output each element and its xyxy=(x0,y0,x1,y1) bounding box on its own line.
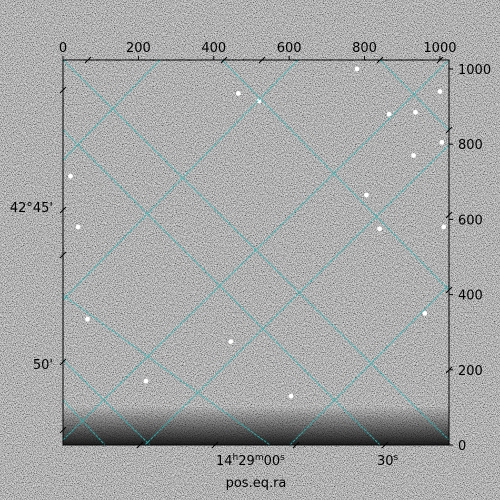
right-tick-label: 0 xyxy=(458,439,466,454)
right-tick-label: 600 xyxy=(458,213,483,228)
wcs-grid-line xyxy=(63,60,449,441)
top-tick-label: 600 xyxy=(277,41,302,56)
world-tick-mark xyxy=(445,126,453,134)
top-tick-label: 1000 xyxy=(423,41,456,56)
wcs-grid-line xyxy=(289,284,449,445)
bright-source xyxy=(411,153,416,158)
wcs-grid-line xyxy=(63,60,161,161)
wcs-grid-line xyxy=(63,129,381,445)
right-tick-label: 400 xyxy=(458,289,483,304)
ra-seconds: 00 xyxy=(264,454,281,469)
plot-frame xyxy=(62,59,450,446)
world-tick-mark xyxy=(84,56,92,64)
bright-source xyxy=(441,224,447,230)
world-tick-mark xyxy=(59,358,67,366)
ra-tick-label-30s: 30s xyxy=(377,453,399,469)
bright-source xyxy=(422,311,428,316)
bright-source xyxy=(386,111,392,117)
top-tick-label: 0 xyxy=(59,41,67,56)
world-tick-mark xyxy=(59,426,67,434)
world-tick-mark xyxy=(59,86,67,94)
ra-tick-label-main: 14h29m00s xyxy=(216,453,285,469)
world-ticks xyxy=(59,56,453,449)
world-tick-mark xyxy=(445,366,453,374)
right-tick-label: 1000 xyxy=(458,63,491,78)
image-area xyxy=(63,60,449,445)
bright-source xyxy=(256,98,262,104)
x-axis-title: pos.eq.ra xyxy=(226,476,287,491)
wcs-grid-line xyxy=(63,399,106,445)
right-tick-label: 200 xyxy=(458,364,483,379)
bright-source xyxy=(364,192,369,198)
world-tick-mark xyxy=(258,56,266,64)
wcs-grid-line xyxy=(379,60,449,131)
top-tick-label: 400 xyxy=(201,41,226,56)
bright-source xyxy=(413,109,418,115)
top-tick-label: 800 xyxy=(352,41,377,56)
world-tick-mark xyxy=(436,56,444,64)
world-tick-mark xyxy=(59,251,67,259)
bright-sources xyxy=(68,66,447,399)
wcs-grid-line xyxy=(63,294,271,445)
dec-tick-label-50: 50' xyxy=(33,358,53,373)
world-tick-mark xyxy=(211,441,219,449)
top-tick-label: 200 xyxy=(126,41,151,56)
world-tick-mark xyxy=(136,441,144,449)
wcs-grid xyxy=(63,60,449,445)
bright-source xyxy=(288,393,294,399)
bright-source xyxy=(228,339,234,345)
bright-source xyxy=(437,89,443,94)
bright-source xyxy=(85,316,90,322)
world-tick-mark xyxy=(376,56,384,64)
bright-source xyxy=(439,139,445,145)
ra-minutes: 29 xyxy=(238,454,255,469)
world-tick-mark xyxy=(292,441,300,449)
bright-source xyxy=(68,173,73,179)
bright-source xyxy=(354,66,360,72)
bright-source xyxy=(377,226,383,232)
world-tick-mark xyxy=(220,56,228,64)
bright-source xyxy=(75,224,81,230)
world-tick-mark xyxy=(445,211,453,219)
bright-source xyxy=(143,378,149,384)
wcs-grid-line xyxy=(144,144,449,445)
dec-tick-label-45: 42°45' xyxy=(10,201,53,216)
world-tick-mark xyxy=(381,441,389,449)
right-tick-label: 800 xyxy=(458,138,483,153)
world-tick-mark xyxy=(445,286,453,294)
bottom-dark-band xyxy=(63,60,449,445)
ra-hours: 14 xyxy=(216,454,233,469)
pixel-ticks: 0 200 400 600 800 1000 0 200 400 600 800 1000 xyxy=(59,41,491,454)
wcs-grid-line xyxy=(63,359,151,445)
bright-source xyxy=(235,91,241,96)
world-tick-mark xyxy=(59,206,67,214)
